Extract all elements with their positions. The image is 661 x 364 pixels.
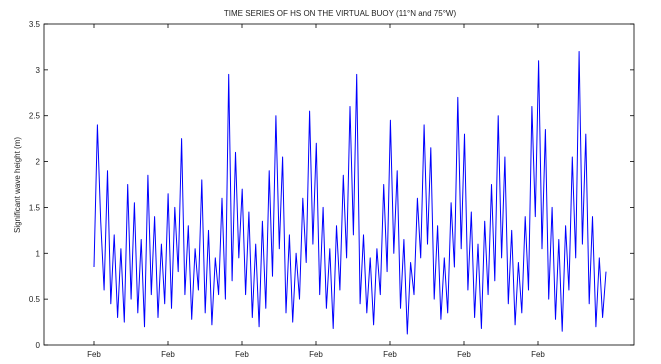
y-tick-label: 3.5	[29, 20, 41, 29]
y-tick-label: 0.5	[29, 295, 41, 304]
x-tick-label: Feb	[235, 350, 249, 359]
series-layer	[93, 51, 607, 335]
y-tick-label: 2	[36, 158, 41, 167]
plot-frame	[43, 23, 635, 346]
y-tick-label: 1	[36, 249, 41, 258]
x-tick-label: Feb	[383, 350, 397, 359]
y-axis-label: Significant wave height (m)	[13, 137, 22, 233]
x-tick-label: Feb	[87, 350, 101, 359]
y-tick-label: 3	[36, 66, 41, 75]
x-tick-label: Feb	[161, 350, 175, 359]
x-tick-label: Feb	[309, 350, 323, 359]
ticks: 0 0.5 1 1.5 2 2.5 3 3.5 Feb Feb Feb Feb Feb Feb Feb	[29, 20, 634, 359]
x-tick-label: Feb	[531, 350, 545, 359]
x-tick-label: Feb	[457, 350, 471, 359]
series-line-hs	[93, 51, 607, 335]
y-tick-label: 2.5	[29, 112, 41, 121]
y-tick-label: 1.5	[29, 203, 41, 212]
chart-title: TIME SERIES OF HS ON THE VIRTUAL BUOY (1…	[224, 9, 457, 18]
axes	[43, 23, 635, 346]
y-tick-label: 0	[36, 341, 41, 350]
